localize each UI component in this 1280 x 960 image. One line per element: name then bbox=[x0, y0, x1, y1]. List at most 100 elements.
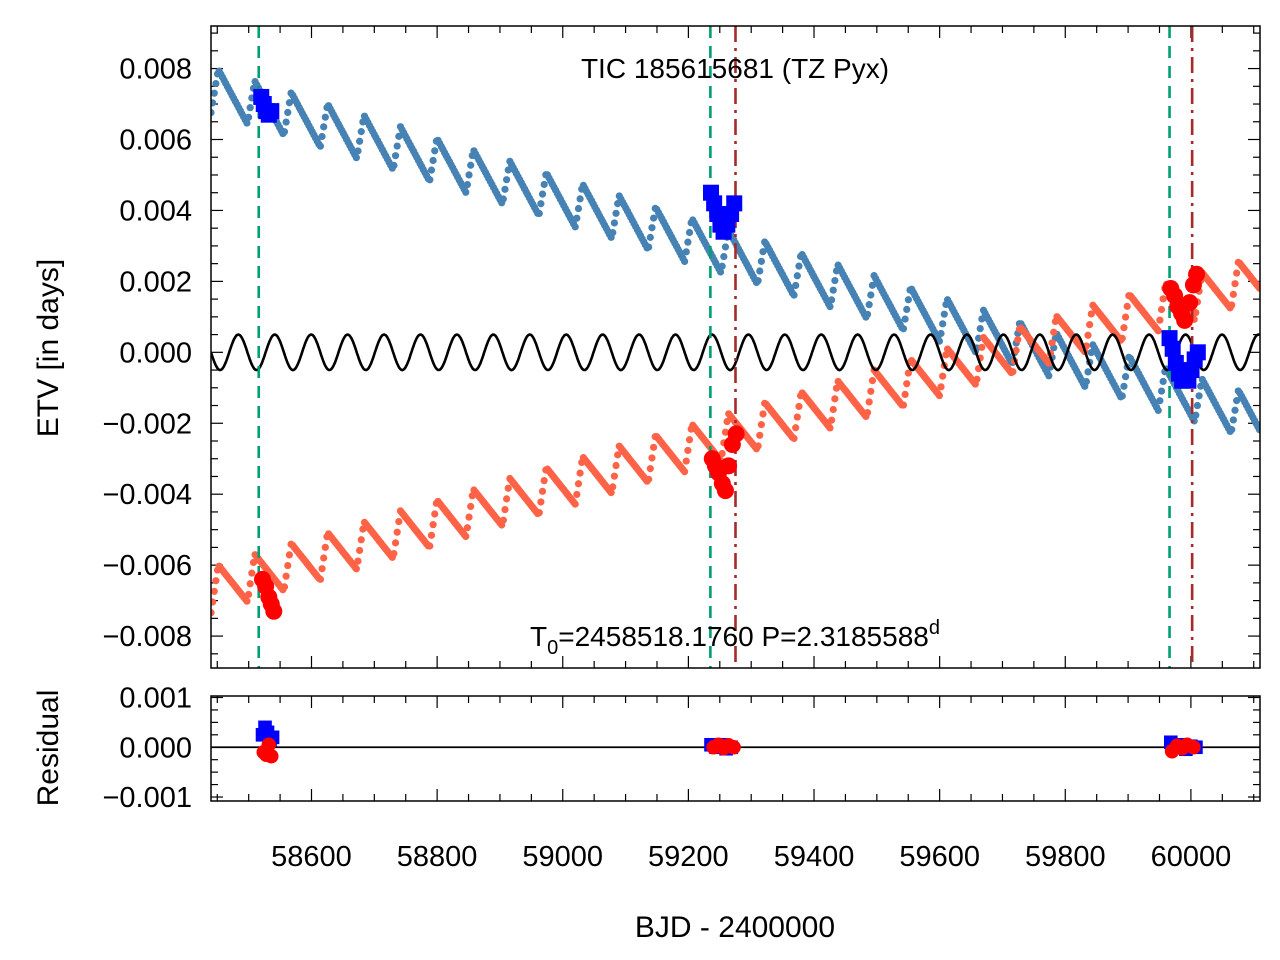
secondary-model-point bbox=[1086, 321, 1094, 329]
primary-model-point bbox=[867, 291, 875, 299]
secondary-model-point bbox=[1087, 310, 1095, 318]
primary-model-point bbox=[612, 209, 620, 217]
secondary-model-point bbox=[831, 395, 839, 403]
primary-model-point bbox=[571, 223, 579, 231]
primary-model-point bbox=[829, 286, 837, 294]
primary-model-point bbox=[828, 296, 836, 304]
y-tick-label: 0.000 bbox=[119, 337, 192, 369]
primary-model-point bbox=[1157, 387, 1166, 395]
primary-model-point bbox=[685, 228, 694, 237]
secondary-model-point bbox=[1192, 308, 1200, 317]
secondary-model-point bbox=[829, 405, 837, 414]
secondary-model-point bbox=[865, 398, 873, 406]
primary-model-point bbox=[465, 171, 473, 179]
primary-model-point bbox=[939, 320, 947, 328]
secondary-model-point bbox=[1009, 368, 1017, 376]
primary-model-point bbox=[1231, 406, 1239, 414]
primary-model-point bbox=[284, 108, 292, 117]
secondary-model-point bbox=[244, 590, 253, 599]
primary-model-point bbox=[609, 229, 617, 237]
secondary-model-point bbox=[612, 461, 620, 470]
secondary-model-point bbox=[571, 500, 579, 508]
secondary-model-point bbox=[1120, 324, 1128, 332]
primary-model-point bbox=[901, 315, 909, 323]
primary-model-point bbox=[576, 195, 584, 203]
primary-model-point bbox=[1084, 368, 1092, 376]
y-tick-label: 0.002 bbox=[119, 266, 192, 298]
secondary-model-point bbox=[1123, 302, 1131, 310]
primary-model-point bbox=[1193, 401, 1202, 410]
primary-model-point bbox=[648, 224, 656, 232]
primary-model-point bbox=[940, 310, 948, 318]
secondary-model-point bbox=[465, 513, 473, 521]
primary-model-point bbox=[280, 128, 289, 136]
secondary-model-point bbox=[356, 546, 364, 555]
ephemeris-annotation: T0=2458518.1760 P=2.3185588d bbox=[530, 617, 940, 659]
secondary-model-point bbox=[826, 424, 834, 432]
secondary-model-point bbox=[391, 539, 400, 547]
primary-model-point bbox=[1045, 372, 1053, 380]
primary-model-point bbox=[352, 154, 360, 162]
secondary-model-point bbox=[759, 410, 767, 418]
primary-model-point bbox=[1120, 382, 1128, 390]
secondary-model-point bbox=[607, 489, 615, 497]
y-tick-label: −0.002 bbox=[102, 408, 192, 440]
secondary-observed-point bbox=[716, 482, 734, 500]
bottom-panel-frame bbox=[210, 695, 1261, 802]
primary-model-point bbox=[863, 310, 872, 318]
secondary-model-point bbox=[868, 377, 877, 385]
primary-model-point bbox=[354, 147, 362, 155]
secondary-model-point bbox=[431, 510, 439, 518]
primary-model-point bbox=[463, 180, 472, 189]
secondary-model-point bbox=[462, 532, 470, 541]
primary-model-point bbox=[282, 118, 290, 126]
secondary-model-point bbox=[243, 597, 251, 605]
primary-model-point bbox=[429, 156, 437, 165]
secondary-observed-point bbox=[264, 748, 279, 764]
primary-model-point bbox=[1228, 426, 1236, 434]
x-tick-label: 58800 bbox=[397, 841, 478, 873]
secondary-model-point bbox=[321, 543, 329, 551]
secondary-model-point bbox=[614, 451, 622, 459]
secondary-model-point bbox=[610, 472, 618, 480]
secondary-model-point bbox=[1233, 269, 1241, 277]
secondary-observed-point bbox=[1186, 740, 1201, 755]
secondary-model-point bbox=[648, 454, 656, 462]
primary-model-point bbox=[316, 142, 325, 150]
secondary-model-point bbox=[427, 531, 436, 539]
secondary-model-point bbox=[212, 577, 220, 585]
primary-model-point bbox=[646, 233, 654, 241]
primary-model-point bbox=[716, 268, 725, 276]
secondary-model-point bbox=[1154, 327, 1162, 335]
secondary-model-point bbox=[467, 502, 475, 511]
secondary-model-point bbox=[792, 424, 800, 432]
secondary-model-point bbox=[1014, 336, 1022, 344]
secondary-model-point bbox=[1045, 359, 1053, 367]
secondary-model-point bbox=[1159, 295, 1167, 303]
secondary-model-point bbox=[793, 413, 801, 421]
sinusoid-curve bbox=[211, 333, 1260, 372]
primary-observed-point bbox=[726, 195, 743, 212]
y-tick-label: 0.006 bbox=[119, 125, 192, 157]
primary-model-point bbox=[681, 257, 689, 266]
primary-model-point bbox=[535, 209, 543, 218]
primary-model-point bbox=[212, 79, 220, 88]
secondary-model-point bbox=[463, 524, 472, 532]
secondary-model-point bbox=[646, 465, 654, 473]
secondary-model-point bbox=[573, 490, 581, 499]
chart-title: TIC 185615681 (TZ Pyx) bbox=[581, 53, 889, 84]
secondary-model-point bbox=[1255, 284, 1260, 292]
secondary-model-point bbox=[393, 528, 401, 536]
primary-model-point bbox=[976, 325, 984, 333]
secondary-model-point bbox=[211, 587, 218, 595]
y-tick-label: −0.001 bbox=[102, 782, 192, 814]
secondary-model-point bbox=[1121, 313, 1130, 321]
secondary-model-point bbox=[935, 391, 943, 400]
primary-observed-point bbox=[1189, 344, 1206, 361]
primary-model-point bbox=[243, 119, 251, 127]
primary-model-point bbox=[759, 248, 767, 256]
primary-model-point bbox=[431, 147, 439, 155]
primary-model-point bbox=[754, 277, 762, 285]
primary-model-point bbox=[682, 248, 690, 256]
secondary-model-point bbox=[535, 509, 543, 517]
